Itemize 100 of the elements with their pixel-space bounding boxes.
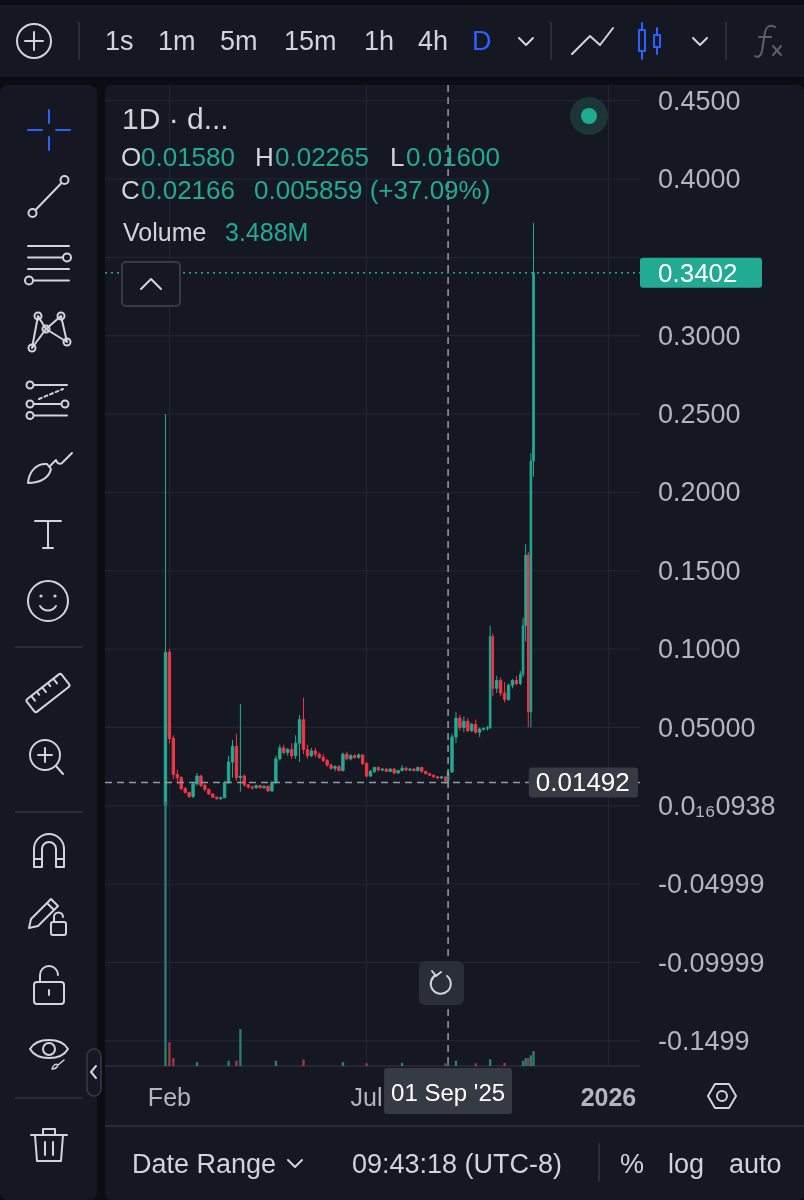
text: 1h [364, 26, 395, 56]
candlestick [380, 767, 385, 772]
annotation: O [121, 142, 142, 172]
y-tick-label: 0.4000 [658, 164, 741, 195]
candlestick [199, 774, 203, 788]
text: log [668, 1149, 705, 1179]
x-tick-label: 2026 [580, 1083, 637, 1111]
candlestick [266, 784, 270, 793]
y-tick-label: 0.2000 [658, 477, 741, 508]
candlestick [462, 716, 466, 733]
text: 4h [418, 26, 449, 56]
text: 09:43:18 (UTC-8) [352, 1149, 563, 1179]
candlestick [400, 764, 404, 772]
candlestick [495, 675, 499, 694]
candlestick [396, 769, 400, 775]
candlestick [234, 733, 239, 782]
candlestick [325, 758, 329, 768]
candlestick [420, 766, 424, 774]
text: 5m [220, 26, 258, 56]
candlestick [424, 770, 428, 776]
y-tick-label: 0.0₁₆0938 [658, 790, 776, 821]
candlestick [408, 767, 412, 772]
annotation: 0.005859 (+37.09%) [254, 175, 491, 205]
y-tick-label: 0.2500 [658, 399, 741, 430]
candlestick [345, 751, 349, 761]
candlestick [357, 752, 361, 760]
candlestick [502, 681, 507, 703]
bar [532, 1050, 535, 1066]
candlestick [458, 714, 462, 732]
bar [503, 1062, 506, 1066]
candlestick [470, 722, 474, 733]
candlestick [506, 683, 511, 702]
x-tick-label: Feb [147, 1083, 191, 1111]
candlestick [333, 764, 337, 772]
candlestick [215, 795, 219, 801]
candlestick [439, 775, 444, 780]
candlestick [254, 784, 258, 790]
bar [365, 1063, 368, 1066]
text: Date Range [132, 1149, 277, 1179]
candlestick [491, 632, 495, 697]
annotation: 0.02166 [141, 175, 235, 205]
candlestick [289, 742, 294, 760]
candlestick [392, 767, 396, 776]
y-tick-label: -0.04999 [658, 869, 765, 900]
bar [235, 1060, 238, 1066]
y-tick-label: 0.3000 [658, 320, 741, 351]
candlestick [207, 788, 211, 796]
ref-line-label: 01 Sep '25 [391, 1078, 506, 1106]
y-tick-label: 0.1000 [658, 634, 741, 665]
candlestick [514, 675, 519, 686]
candlestick [341, 752, 345, 772]
ref-line-label: 0.01492 [535, 767, 630, 798]
candlestick [435, 775, 440, 780]
candlestick [412, 767, 416, 772]
bar [227, 1060, 230, 1066]
candlestick [349, 753, 353, 761]
candlestick [321, 753, 325, 763]
text: 1D · d... [122, 101, 229, 135]
candlestick [258, 784, 262, 790]
bar [239, 1029, 242, 1066]
candlestick [388, 767, 392, 773]
annotation: 0.01600 [406, 142, 500, 172]
candlestick [353, 753, 357, 760]
annotation: H [255, 142, 274, 172]
candlestick [301, 697, 306, 755]
y-tick-label: -0.1499 [658, 1025, 750, 1056]
candlestick [376, 766, 381, 772]
candlestick [297, 714, 302, 763]
y-tick-label: 0.4500 [658, 85, 741, 116]
candlestick [187, 791, 191, 799]
bar [168, 1042, 171, 1066]
annotation: Volume [123, 218, 207, 246]
text: 15m [284, 26, 337, 56]
candlestick [262, 784, 266, 790]
ref-line-label: 0.3402 [658, 257, 738, 288]
candlestick [250, 784, 254, 790]
annotation: C [121, 175, 140, 205]
candlestick [488, 625, 492, 730]
candlestick [313, 747, 317, 758]
candlestick [474, 719, 478, 735]
annotation: L [390, 142, 405, 172]
y-tick-label: -0.09999 [658, 947, 765, 978]
candlestick [384, 767, 388, 773]
candlestick [444, 775, 447, 785]
bar [474, 1063, 477, 1066]
candlestick [309, 747, 314, 758]
candlestick [286, 747, 290, 757]
candlestick [368, 769, 373, 778]
annotation: 0.01580 [141, 142, 235, 172]
text: % [620, 1149, 645, 1179]
candlestick [416, 766, 420, 772]
annotation: 3.488M [225, 218, 309, 246]
candlestick [282, 744, 286, 755]
y-tick-label: 0.05000 [658, 712, 756, 743]
text: auto [729, 1149, 782, 1179]
candlestick [466, 717, 470, 733]
candlestick [242, 774, 247, 788]
bar [302, 1059, 305, 1066]
candlestick [428, 772, 432, 777]
y-tick-label: 0.1500 [658, 555, 741, 586]
